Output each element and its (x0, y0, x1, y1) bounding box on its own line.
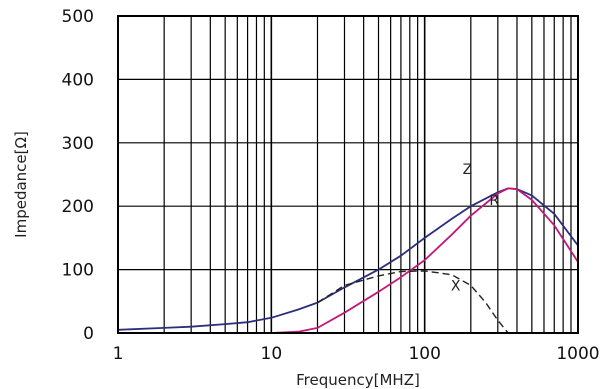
y-axis-label: Impedance[Ω] (12, 131, 30, 238)
x-tick-label: 1000 (556, 344, 599, 364)
series-line-z (117, 187, 579, 331)
y-tick-label: 400 (62, 70, 94, 90)
y-tick-label: 100 (62, 261, 94, 281)
series-lines (117, 187, 579, 334)
x-tick-label: 100 (408, 344, 440, 364)
x-tick-label: 10 (261, 344, 283, 364)
series-line-r (118, 187, 579, 334)
series-line-x (317, 270, 509, 334)
y-tick-label: 200 (62, 197, 94, 217)
plot-frame (117, 15, 579, 334)
series-labels: ZR X (451, 162, 500, 295)
series-label-x: X (451, 279, 461, 295)
tick-labels: 0 100 200 300 400 500 1 10 100 1000 (62, 7, 600, 364)
grid-lines (118, 16, 578, 333)
series-label-z: Z (463, 162, 473, 178)
x-tick-label: 1 (113, 344, 124, 364)
y-tick-label: 300 (62, 134, 94, 154)
series-label-r: R (489, 193, 499, 209)
x-axis-label: Frequency[MHZ] (296, 371, 420, 389)
y-tick-label: 0 (83, 324, 94, 344)
y-tick-label: 500 (62, 7, 94, 27)
